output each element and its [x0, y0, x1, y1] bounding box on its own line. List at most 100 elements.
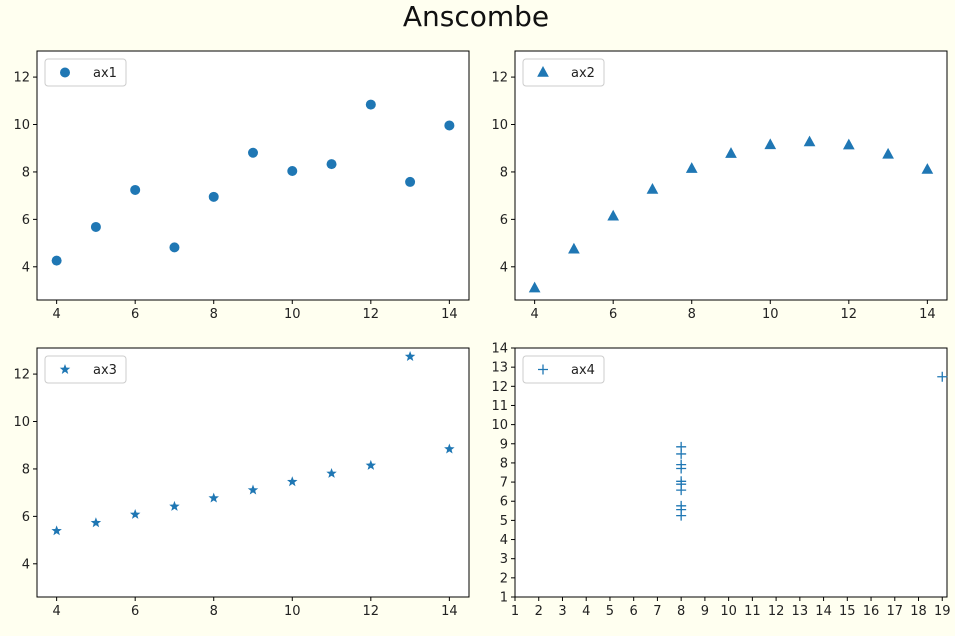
legend-label: ax1 [93, 66, 117, 81]
data-point [51, 525, 62, 536]
data-point [444, 443, 455, 454]
legend-marker [59, 364, 71, 374]
y-tick-label: 1 [500, 591, 508, 606]
data-point [764, 138, 777, 150]
data-point [405, 176, 416, 187]
x-tick-label: 12 [363, 307, 380, 322]
x-tick-label: 4 [52, 604, 60, 619]
legend-label: ax4 [571, 363, 595, 378]
data-point [326, 159, 337, 170]
data-point [607, 209, 620, 221]
axes-frame [36, 50, 470, 301]
y-tick-label: 13 [491, 361, 508, 376]
y-tick-label: 4 [22, 557, 30, 572]
legend: ax4 [522, 355, 605, 384]
x-tick-label: 14 [441, 307, 458, 322]
y-tick-label: 8 [22, 462, 30, 477]
x-tick-label: 14 [919, 307, 936, 322]
y-tick-label: 4 [22, 260, 30, 275]
y-tick-label: 12 [13, 368, 30, 383]
data-point [208, 191, 219, 202]
x-tick-label: 8 [677, 604, 685, 619]
x-tick-label: 4 [52, 307, 60, 322]
x-tick-label: 8 [210, 307, 218, 322]
legend-marker [538, 364, 548, 375]
x-tick-label: 3 [558, 604, 566, 619]
data-point [528, 281, 541, 293]
x-tick-label: 11 [744, 604, 761, 619]
legend-marker [60, 67, 70, 78]
subplot-4: 1 2 3 4 5 6 7 8 9 10 11 12 13 14 15 16 17 18 1912345678910… [491, 342, 950, 620]
x-tick-label: 6 [131, 307, 139, 322]
x-tick-label: 19 [934, 604, 951, 619]
legend: ax2 [522, 58, 605, 87]
data-point [326, 467, 337, 478]
figure-title: Anscombe [403, 0, 549, 33]
x-tick-label: 12 [841, 307, 858, 322]
legend-label: ax3 [93, 363, 117, 378]
data-point [676, 504, 687, 515]
y-tick-label: 12 [491, 380, 508, 395]
x-tick-label: 17 [887, 604, 904, 619]
data-point [365, 459, 377, 470]
data-point [676, 479, 687, 490]
legend-box [44, 355, 127, 384]
y-tick-label: 6 [22, 213, 30, 228]
data-point [404, 351, 416, 361]
legend-box [522, 58, 605, 87]
axes-frame [514, 50, 948, 301]
y-tick-label: 12 [491, 71, 508, 86]
axes-frame [36, 347, 470, 598]
data-point [676, 448, 687, 459]
data-point [685, 162, 698, 173]
y-tick-label: 10 [13, 118, 30, 133]
x-tick-label: 4 [530, 307, 538, 322]
data-point [646, 182, 659, 194]
x-tick-label: 6 [131, 604, 139, 619]
x-tick-label: 1 [511, 604, 519, 619]
data-point [287, 165, 298, 176]
x-tick-label: 10 [284, 604, 301, 619]
data-point [921, 163, 934, 174]
x-tick-label: 9 [701, 604, 709, 619]
y-tick-label: 8 [500, 456, 508, 471]
y-tick-label: 14 [491, 342, 508, 357]
legend-marker [537, 66, 549, 77]
y-tick-label: 12 [13, 71, 30, 86]
y-tick-label: 6 [22, 510, 30, 525]
data-point [568, 242, 580, 254]
x-tick-label: 7 [653, 604, 661, 619]
data-point [803, 135, 816, 147]
legend: ax3 [44, 355, 127, 384]
data-point [129, 508, 141, 519]
legend-box [522, 355, 605, 384]
data-point [248, 147, 258, 158]
legend-box [44, 58, 127, 87]
y-tick-label: 10 [491, 118, 508, 133]
data-point [287, 476, 298, 487]
data-point [676, 459, 687, 470]
x-tick-label: 18 [910, 604, 927, 619]
subplot-1: 4 6 8 10 12 14 4 6 8 10 12 ax1 [13, 50, 470, 322]
data-point [169, 242, 180, 253]
x-tick-label: 12 [768, 604, 785, 619]
data-point [444, 120, 455, 131]
legend-label: ax2 [571, 66, 595, 81]
x-tick-label: 6 [609, 307, 617, 322]
axes-frame [514, 347, 948, 598]
y-tick-label: 10 [491, 418, 508, 433]
legend: ax1 [44, 58, 127, 87]
data-point [130, 184, 141, 195]
x-tick-label: 12 [363, 604, 380, 619]
y-tick-label: 6 [500, 495, 508, 510]
y-tick-label: 11 [491, 399, 508, 414]
data-point [169, 500, 180, 511]
y-tick-label: 5 [500, 514, 508, 529]
y-tick-label: 6 [500, 213, 508, 228]
x-tick-label: 10 [284, 307, 301, 322]
x-tick-label: 8 [210, 604, 218, 619]
y-tick-label: 2 [500, 571, 508, 586]
